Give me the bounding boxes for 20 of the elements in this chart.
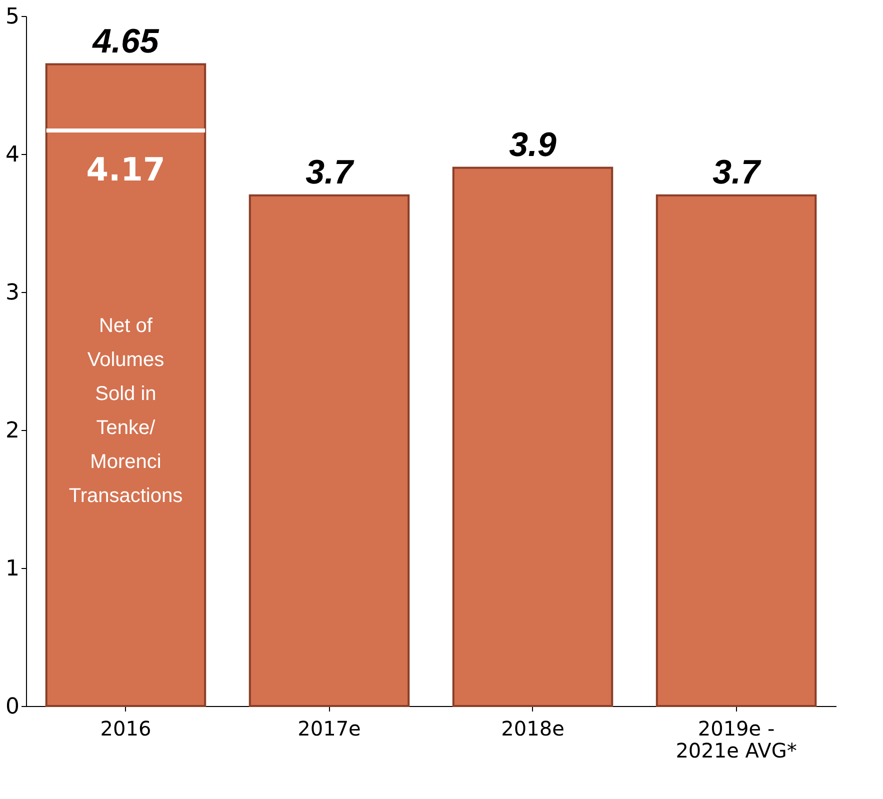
- bar: [248, 194, 410, 707]
- x-tick-label: 2019e - 2021e AVG*: [676, 716, 797, 762]
- x-tick-label: 2018e: [501, 716, 564, 740]
- data-label: 3.7: [306, 153, 355, 192]
- y-tick-label: 2: [6, 418, 20, 444]
- x-tick-label: 2017e: [298, 716, 361, 740]
- bar: [656, 194, 817, 707]
- x-tick-label: 2016: [100, 716, 152, 740]
- data-label: 4.65: [92, 22, 160, 60]
- data-label: 3.7: [712, 153, 762, 192]
- y-tick-label: 4: [6, 142, 20, 168]
- ref-line-label: 4.17: [86, 150, 166, 189]
- y-tick-label: 3: [6, 280, 20, 306]
- annotation: Net of Volumes Sold in Tenke/ Morenci Transactions: [68, 315, 183, 507]
- y-tick-label: 0: [6, 694, 20, 720]
- y-tick-label: 5: [6, 4, 20, 30]
- bar: [452, 166, 614, 707]
- data-label: 3.9: [509, 126, 556, 164]
- bar: [45, 63, 206, 707]
- y-tick-label: 1: [6, 556, 20, 582]
